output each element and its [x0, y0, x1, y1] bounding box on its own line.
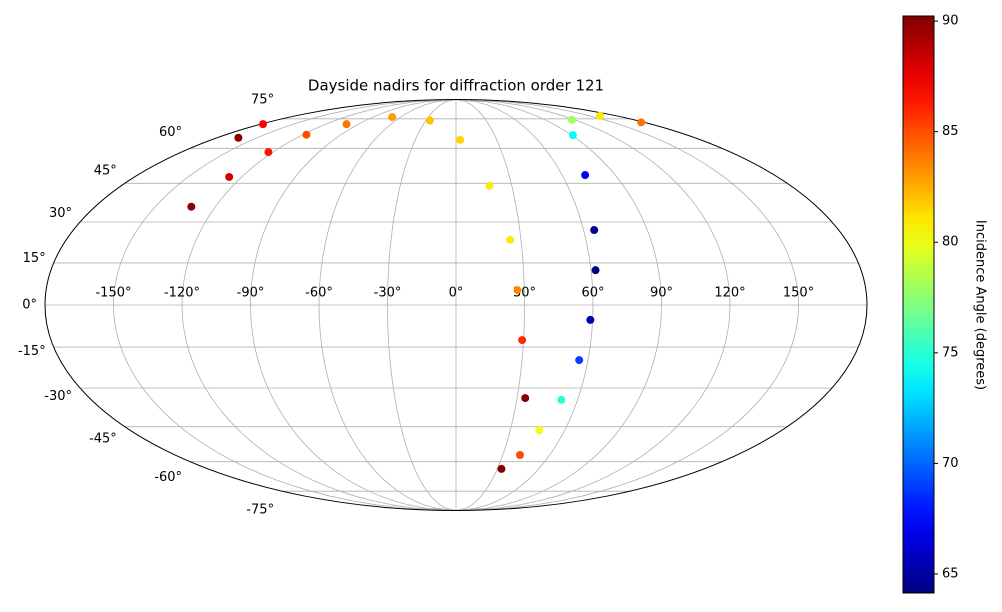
data-point — [456, 135, 465, 144]
y-tick-label: 75° — [251, 93, 274, 108]
data-point — [521, 394, 530, 403]
grid-line — [455, 99, 594, 511]
y-tick-label: -75° — [246, 502, 274, 517]
data-point — [425, 116, 434, 125]
grid-line — [455, 99, 525, 511]
data-point — [637, 118, 646, 127]
y-tick-label: 45° — [94, 164, 117, 179]
data-point — [513, 286, 522, 295]
data-point — [342, 120, 351, 129]
x-tick-label: -60° — [305, 286, 333, 301]
colorbar-tick-label: 70 — [942, 456, 959, 471]
data-point — [515, 451, 524, 460]
colorbar-label: Incidence Angle (degrees) — [973, 220, 988, 390]
grid-line — [455, 99, 799, 511]
data-point — [590, 226, 599, 235]
data-point — [302, 130, 311, 139]
x-tick-label: 90° — [650, 286, 673, 301]
x-tick-label: 0° — [449, 286, 464, 301]
data-point — [485, 181, 494, 190]
map-frame — [44, 99, 868, 511]
data-point — [591, 266, 600, 275]
y-tick-label: 30° — [49, 206, 72, 221]
data-point — [575, 356, 584, 365]
y-tick-label: 60° — [159, 125, 182, 140]
y-tick-label: 0° — [22, 298, 37, 313]
y-tick-label: -45° — [89, 431, 117, 446]
data-point — [264, 148, 273, 157]
y-tick-label: 15° — [23, 251, 46, 266]
data-point — [187, 202, 196, 211]
data-point — [535, 426, 544, 435]
data-point — [497, 464, 506, 473]
x-tick-label: 60° — [581, 286, 604, 301]
colorbar-tick-label: 75 — [942, 345, 959, 360]
grid-line — [181, 99, 457, 511]
x-tick-label: 120° — [714, 286, 745, 301]
grid-line — [250, 99, 457, 511]
x-tick-label: -30° — [374, 286, 402, 301]
x-tick-label: -90° — [237, 286, 265, 301]
y-tick-label: -60° — [154, 470, 182, 485]
colorbar-tick-label: 65 — [942, 566, 959, 581]
data-point — [557, 395, 566, 404]
grid-line — [455, 99, 731, 511]
grid-line — [318, 99, 457, 511]
data-point — [567, 115, 576, 124]
data-point — [388, 113, 397, 122]
colorbar — [902, 15, 935, 594]
data-point — [518, 336, 527, 345]
data-point — [581, 171, 590, 180]
data-point — [506, 235, 515, 244]
chart-title: Dayside nadirs for diffraction order 121 — [308, 77, 604, 95]
data-point — [586, 315, 595, 324]
grid-line — [113, 99, 457, 511]
x-tick-label: -120° — [164, 286, 200, 301]
colorbar-tick-label: 80 — [942, 235, 959, 250]
x-tick-label: -150° — [95, 286, 131, 301]
data-point — [259, 120, 268, 129]
y-tick-label: -30° — [44, 389, 72, 404]
data-point — [234, 133, 243, 142]
data-point — [568, 131, 577, 140]
y-tick-label: -15° — [18, 344, 46, 359]
data-point — [225, 172, 234, 181]
data-point — [596, 111, 605, 120]
x-tick-label: 150° — [783, 286, 814, 301]
colorbar-tick-label: 90 — [942, 14, 959, 29]
grid-line — [387, 99, 457, 511]
grid-line — [455, 99, 662, 511]
colorbar-tick-label: 85 — [942, 124, 959, 139]
